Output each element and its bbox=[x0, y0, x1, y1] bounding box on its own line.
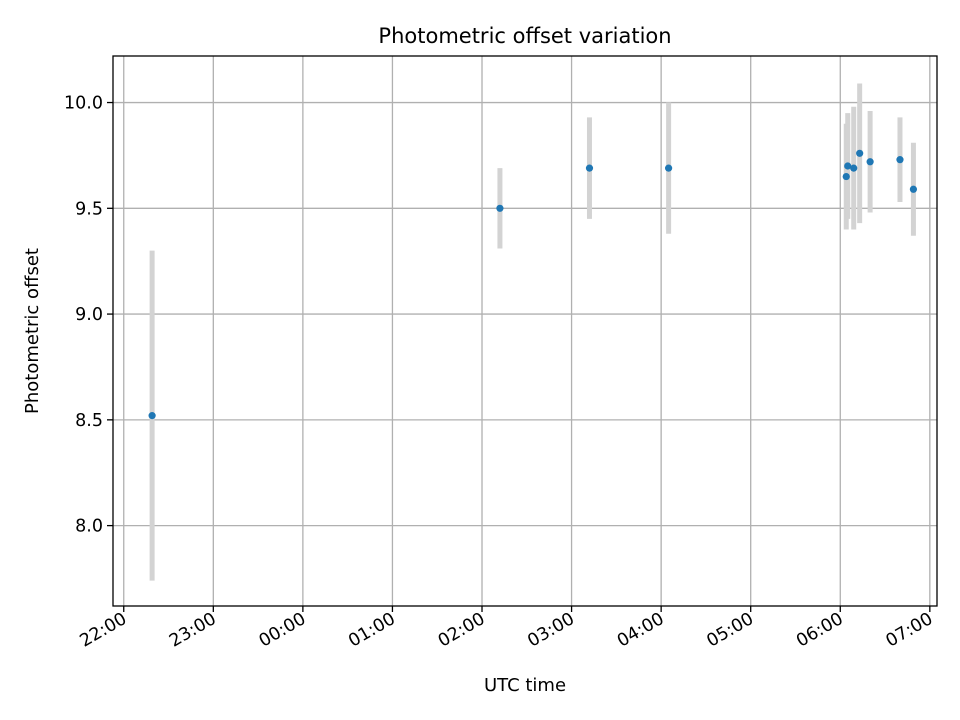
y-tick-label: 8.5 bbox=[75, 411, 103, 431]
y-tick-label: 9.0 bbox=[75, 305, 103, 325]
chart-title: Photometric offset variation bbox=[378, 24, 671, 48]
y-tick-label: 8.0 bbox=[75, 517, 103, 537]
grid-lines bbox=[113, 56, 937, 606]
data-point bbox=[850, 164, 858, 172]
plot-area-frame bbox=[112, 55, 938, 607]
y-tick-label: 9.5 bbox=[75, 199, 103, 219]
data-points bbox=[148, 149, 918, 420]
data-point bbox=[496, 204, 504, 212]
data-point bbox=[909, 185, 918, 193]
data-point bbox=[896, 156, 904, 164]
y-axis-title: Photometric offset bbox=[22, 248, 43, 414]
data-point bbox=[842, 172, 850, 181]
data-point bbox=[148, 412, 156, 420]
data-point bbox=[856, 149, 864, 157]
y-tick-label: 10.0 bbox=[64, 94, 103, 114]
x-axis-title: UTC time bbox=[484, 675, 566, 696]
data-point bbox=[585, 164, 594, 172]
data-point bbox=[844, 162, 852, 170]
data-point bbox=[665, 164, 673, 172]
data-point bbox=[866, 158, 874, 166]
